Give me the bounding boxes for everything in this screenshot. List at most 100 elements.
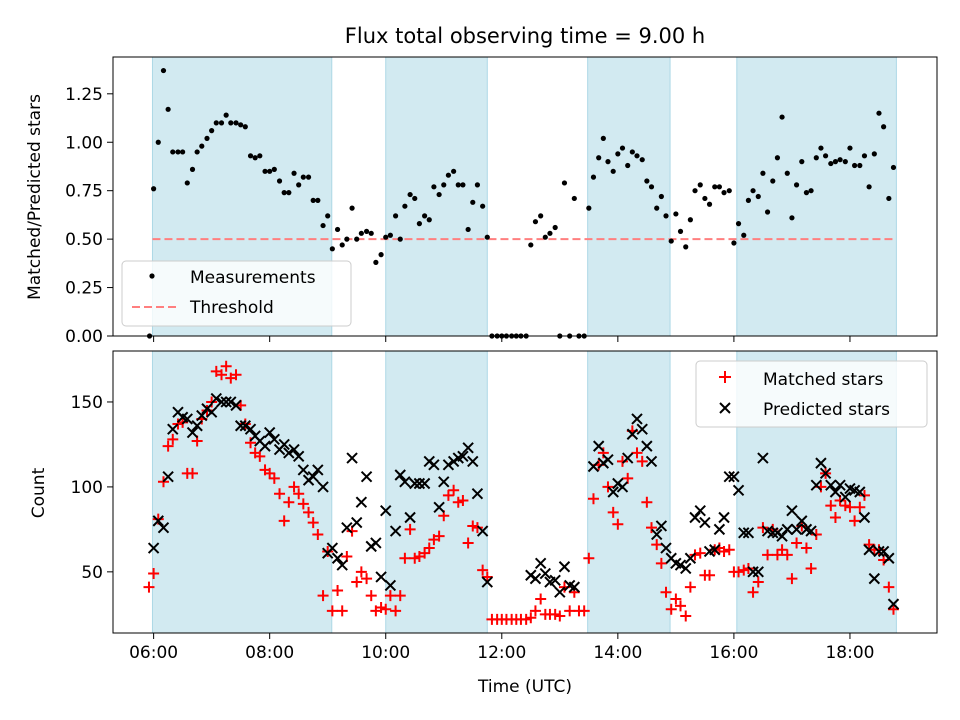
measurement-point: [460, 182, 466, 188]
measurement-point: [180, 149, 186, 155]
measurement-point: [803, 190, 810, 196]
predicted-star-point: [568, 581, 581, 593]
measurement-point: [528, 242, 534, 248]
x-tick-label: 06:00: [129, 643, 178, 663]
predicted-star-point: [283, 447, 295, 459]
predicted-star-point: [481, 576, 493, 588]
measurement-point: [619, 145, 626, 151]
predicted-star-point: [602, 454, 614, 466]
matched-star-point: [587, 493, 599, 505]
measurement-point: [890, 164, 897, 171]
matched-star-point: [651, 539, 663, 551]
matched-star-point: [597, 447, 609, 459]
predicted-star-point: [534, 557, 547, 570]
top-y-tick-label: 1.25: [65, 85, 103, 105]
measurement-point: [296, 182, 302, 188]
measurement-point: [561, 180, 568, 186]
measurement-point: [455, 182, 461, 188]
matched-star-point: [355, 566, 367, 578]
observing-window: [385, 56, 488, 337]
measurement-point: [847, 145, 853, 151]
measurement-point: [416, 221, 422, 227]
matched-star-point: [525, 612, 537, 624]
predicted-star-point: [259, 440, 271, 452]
measurement-point: [397, 236, 403, 242]
predicted-star-point: [713, 523, 726, 536]
measurement-point: [837, 157, 843, 163]
predicted-star-point: [380, 504, 392, 517]
measurement-point: [358, 230, 364, 236]
measurement-point: [600, 135, 606, 141]
measurement-point: [465, 226, 471, 233]
legend-matched-marker: [719, 371, 731, 383]
measurement-point: [629, 149, 635, 155]
predicted-star-point: [467, 455, 479, 468]
bottom-y-tick-label: 50: [81, 563, 103, 583]
measurement-point: [267, 168, 273, 174]
measurement-point: [228, 120, 234, 126]
measurement-point: [320, 222, 326, 229]
measurement-point: [818, 145, 824, 151]
predicted-star-point: [684, 552, 697, 564]
matched-star-point: [680, 610, 692, 622]
matched-star-point: [578, 605, 590, 617]
predicted-star-point: [689, 511, 701, 524]
matched-star-point: [554, 610, 566, 622]
predicted-star-point: [607, 486, 619, 498]
predicted-star-point: [631, 413, 643, 425]
legend-matched-label: Matched stars: [763, 370, 883, 390]
matched-star-point: [655, 557, 667, 569]
predicted-star-point: [554, 586, 566, 598]
matched-star-point: [143, 581, 155, 593]
matched-star-point: [718, 545, 730, 557]
matched-star-point: [433, 530, 445, 542]
measurement-point: [305, 174, 312, 180]
measurement-point: [789, 215, 795, 221]
matched-star-point: [776, 544, 788, 556]
predicted-star-point: [742, 527, 755, 539]
measurement-point: [745, 197, 752, 203]
measurement-point: [760, 170, 766, 176]
measurement-point: [349, 205, 355, 211]
measurement-point: [842, 159, 848, 165]
matched-star-point: [268, 472, 280, 484]
measurement-point: [634, 153, 640, 159]
measurement-point: [233, 120, 239, 126]
measurement-point: [373, 259, 379, 265]
top-y-tick-label: 0.50: [65, 230, 103, 250]
predicted-star-point: [699, 516, 711, 529]
matched-star-point: [660, 586, 672, 598]
measurement-point: [238, 122, 244, 128]
matched-star-point: [631, 447, 643, 459]
matched-star-point: [462, 537, 474, 549]
matched-star-point: [616, 455, 628, 467]
measurement-point: [160, 67, 167, 74]
matched-star-point: [636, 455, 648, 467]
predicted-star-point: [181, 413, 193, 425]
measurement-point: [242, 124, 248, 130]
measurement-point: [276, 178, 283, 184]
predicted-star-point: [418, 477, 431, 490]
measurement-point: [199, 143, 205, 149]
predicted-star-point: [747, 566, 759, 578]
top-y-tick-label: 0.75: [65, 182, 103, 202]
predicted-star-point: [157, 521, 170, 534]
matched-star-point: [791, 537, 803, 549]
predicted-star-point: [641, 440, 653, 452]
measurement-point: [334, 226, 341, 233]
predicted-star-point: [868, 572, 881, 585]
predicted-star-point: [331, 552, 344, 564]
bottom-plot-frame: [112, 350, 938, 634]
measurement-point: [881, 124, 887, 130]
measurement-point: [813, 155, 819, 161]
measurement-point: [310, 197, 316, 203]
matched-star-point: [230, 369, 242, 381]
predicted-star-point: [796, 515, 808, 527]
matched-star-point: [612, 518, 624, 530]
measurement-point: [542, 234, 548, 240]
matched-star-point: [675, 600, 687, 612]
predicted-star-point: [549, 574, 561, 587]
predicted-star-point: [457, 450, 469, 463]
predicted-star-point: [220, 396, 232, 408]
measurement-point: [764, 209, 771, 215]
